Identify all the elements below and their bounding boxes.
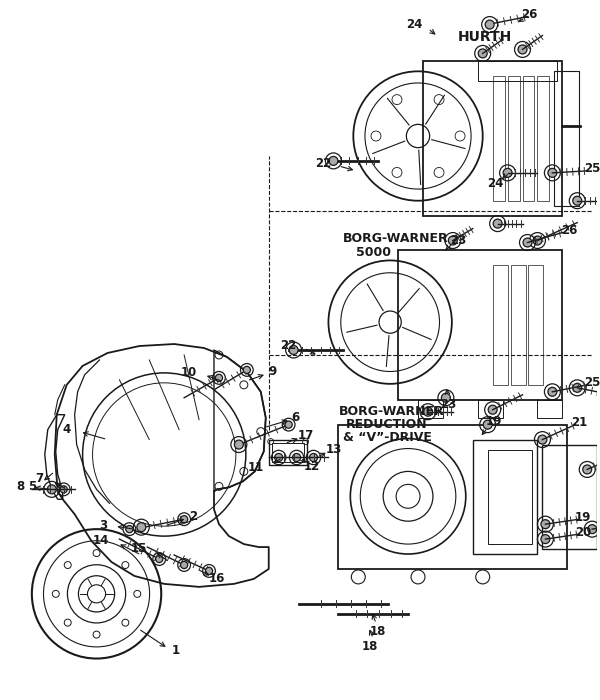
Text: REDUCTION: REDUCTION — [346, 418, 428, 431]
Text: BORG-WARNER: BORG-WARNER — [338, 405, 444, 418]
Text: 11: 11 — [247, 461, 264, 474]
Bar — [269, 440, 307, 466]
Text: 7: 7 — [35, 472, 44, 485]
Circle shape — [588, 525, 596, 533]
Circle shape — [548, 387, 557, 396]
Circle shape — [205, 568, 212, 575]
Text: 18: 18 — [370, 625, 386, 638]
Text: 20: 20 — [575, 526, 592, 538]
Text: 3: 3 — [100, 519, 107, 532]
Circle shape — [289, 346, 298, 354]
Circle shape — [60, 486, 67, 493]
Bar — [418, 400, 443, 418]
Circle shape — [523, 238, 532, 247]
Circle shape — [541, 519, 550, 528]
Text: 1: 1 — [172, 644, 180, 657]
Circle shape — [442, 393, 451, 402]
Bar — [488, 449, 532, 544]
Bar — [511, 265, 526, 385]
Bar — [478, 400, 503, 418]
Text: 19: 19 — [485, 415, 502, 428]
Bar — [338, 425, 568, 569]
Circle shape — [215, 374, 223, 382]
Text: 18: 18 — [362, 640, 379, 653]
Bar — [423, 62, 562, 216]
Text: BORG-WARNER: BORG-WARNER — [343, 232, 449, 245]
Text: 25: 25 — [584, 377, 600, 389]
Circle shape — [310, 454, 317, 461]
Circle shape — [533, 236, 542, 245]
Text: 4: 4 — [62, 423, 71, 436]
Bar — [398, 251, 562, 400]
Circle shape — [573, 196, 582, 205]
Text: 26: 26 — [521, 8, 538, 21]
Text: 24: 24 — [407, 18, 423, 31]
Text: 22: 22 — [280, 339, 296, 351]
Circle shape — [448, 236, 457, 245]
Bar — [493, 76, 505, 201]
Text: 17: 17 — [298, 429, 314, 442]
Circle shape — [275, 454, 283, 461]
Text: 5000: 5000 — [356, 246, 391, 259]
Circle shape — [235, 440, 244, 449]
Text: 25: 25 — [584, 162, 600, 176]
Circle shape — [155, 555, 163, 563]
Text: 2: 2 — [189, 510, 197, 523]
Text: 8: 8 — [17, 480, 25, 493]
Bar — [272, 442, 304, 463]
Bar — [473, 440, 538, 554]
Circle shape — [285, 421, 292, 428]
Bar — [529, 265, 544, 385]
Circle shape — [47, 485, 56, 494]
Bar — [508, 76, 520, 201]
Circle shape — [424, 407, 433, 416]
Circle shape — [518, 45, 527, 54]
Bar — [538, 400, 562, 418]
Text: 14: 14 — [93, 533, 109, 547]
Text: 22: 22 — [315, 158, 331, 170]
Text: 19: 19 — [575, 511, 592, 524]
Text: & “V”-DRIVE: & “V”-DRIVE — [343, 431, 432, 444]
Text: 16: 16 — [209, 573, 225, 585]
Circle shape — [538, 435, 547, 444]
Bar — [538, 76, 550, 201]
Circle shape — [329, 156, 338, 165]
Text: 9: 9 — [269, 365, 277, 379]
Bar — [493, 265, 508, 385]
Text: HURTH: HURTH — [458, 31, 512, 45]
Text: 23: 23 — [440, 398, 456, 411]
Circle shape — [181, 516, 188, 523]
Bar — [523, 76, 535, 201]
Circle shape — [181, 561, 188, 568]
Circle shape — [488, 405, 497, 414]
Text: 12: 12 — [304, 460, 320, 473]
Circle shape — [548, 169, 557, 177]
Circle shape — [485, 20, 494, 29]
Circle shape — [137, 523, 146, 531]
Bar — [554, 71, 579, 206]
Text: 26: 26 — [561, 224, 577, 237]
Text: 15: 15 — [131, 542, 148, 554]
Circle shape — [478, 49, 487, 58]
Circle shape — [243, 366, 250, 374]
Text: 13: 13 — [325, 443, 341, 456]
Text: 21: 21 — [571, 416, 587, 429]
Text: 10: 10 — [181, 366, 197, 379]
Text: 23: 23 — [449, 234, 466, 247]
Circle shape — [503, 169, 512, 177]
Circle shape — [293, 454, 301, 461]
Circle shape — [573, 384, 582, 392]
Text: 6: 6 — [292, 411, 300, 424]
Bar — [478, 62, 557, 81]
Text: 24: 24 — [487, 177, 504, 190]
Circle shape — [126, 526, 133, 533]
Text: 5: 5 — [28, 480, 36, 493]
Circle shape — [541, 535, 550, 544]
Circle shape — [583, 465, 592, 474]
Circle shape — [483, 420, 492, 429]
Bar — [542, 444, 597, 549]
Circle shape — [493, 219, 502, 228]
